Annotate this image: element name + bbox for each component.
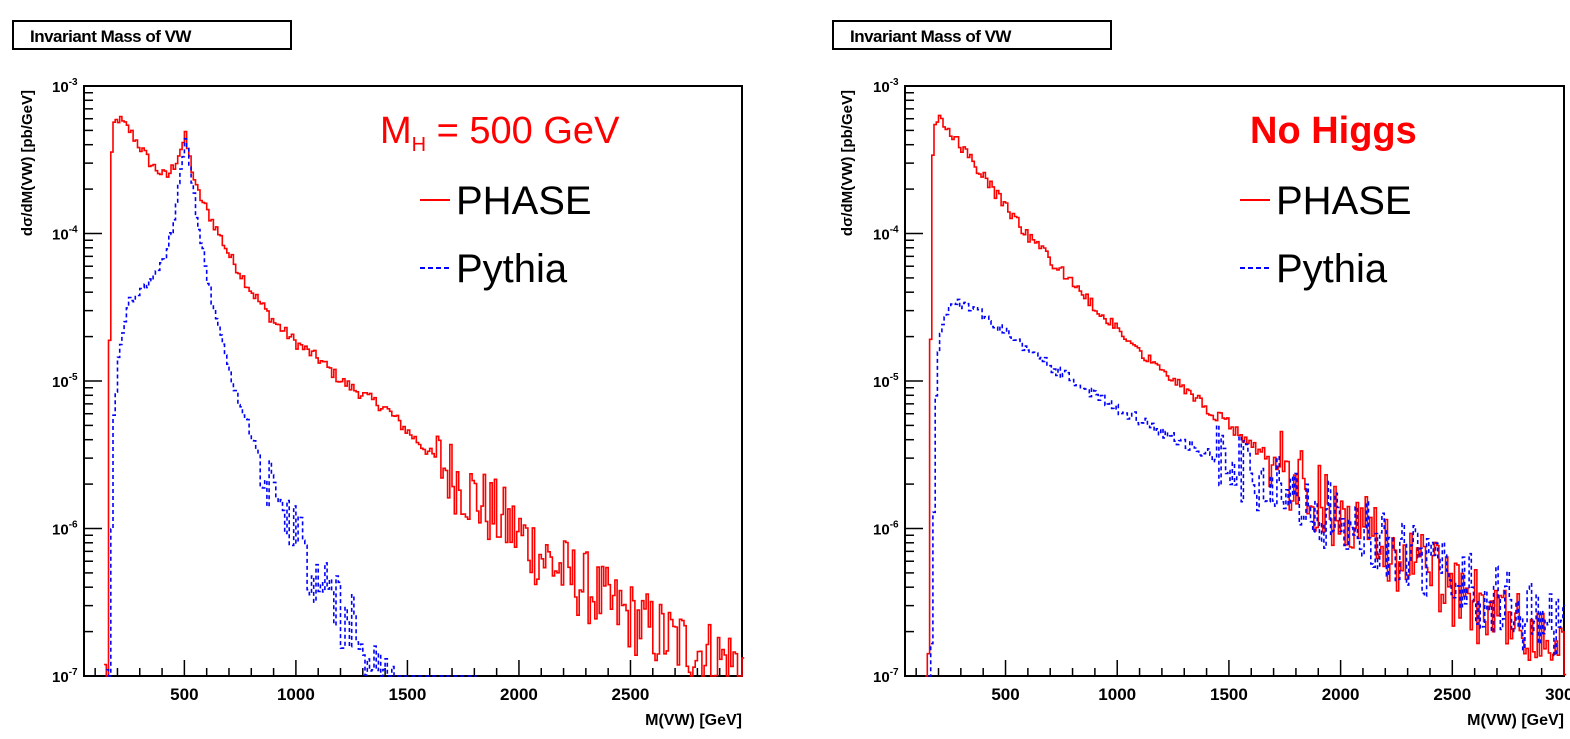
y-tick-exponent: -5 [69, 372, 78, 383]
y-tick-label: 10-3 [873, 77, 899, 96]
x-tick-label: 2500 [1433, 685, 1471, 704]
series-pythia-line [928, 298, 1566, 677]
chart-title: Invariant Mass of VW [832, 20, 1112, 50]
chart-svg-left: 500 1000 1500 2000 2500 10-7 10-6 10-5 10-4 10-3 M… [19, 77, 745, 729]
series-phase-line [104, 115, 745, 677]
higgs-annotation-subscript: H [412, 134, 426, 156]
legend-label-pythia: Pythia [1276, 247, 1388, 291]
x-tick-label: 3000 [1545, 685, 1570, 704]
y-tick-label: 10-4 [873, 225, 899, 244]
y-tick-exponent: -7 [69, 667, 78, 678]
x-tick-label: 1500 [389, 685, 427, 704]
x-axis-label: M(VW) [GeV] [1467, 712, 1564, 729]
x-tick-label: 2000 [1322, 685, 1360, 704]
y-tick-exponent: -3 [890, 77, 899, 88]
y-tick-exponent: -6 [69, 520, 78, 531]
y-tick-exponent: -4 [69, 225, 78, 236]
y-tick-label: 10-5 [52, 372, 78, 391]
x-tick-label: 2500 [612, 685, 650, 704]
y-tick-label: 10-5 [873, 372, 899, 391]
higgs-annotation-rest: = 500 GeV [426, 110, 620, 152]
x-tick-label: 500 [991, 685, 1019, 704]
y-tick-label: 10-6 [873, 520, 899, 539]
y-tick-exponent: -5 [890, 372, 899, 383]
right-panel: Invariant Mass of VW 500 1000 1500 2000 2500… [785, 0, 1570, 739]
x-tick-label: 1000 [277, 685, 315, 704]
y-axis-label: dσ/dM(VW) [pb/GeV] [839, 90, 856, 236]
legend-label-pythia: Pythia [456, 247, 568, 291]
y-tick-exponent: -6 [890, 520, 899, 531]
x-tick-label: 500 [170, 685, 198, 704]
left-panel: Invariant Mass of VW 500 1000 1500 2000 2500… [12, 20, 745, 729]
higgs-annotation: MH = 500 GeV [380, 110, 620, 156]
x-tick-label: 1000 [1098, 685, 1136, 704]
legend-label-phase: PHASE [456, 179, 592, 223]
higgs-annotation: No Higgs [1250, 110, 1417, 152]
x-tick-label: 2000 [500, 685, 538, 704]
y-tick-exponent: -3 [69, 77, 78, 88]
plot-frame [83, 85, 743, 677]
x-axis-label: M(VW) [GeV] [645, 712, 742, 729]
chart-title: Invariant Mass of VW [12, 20, 292, 50]
y-tick-label: 10-3 [52, 77, 78, 96]
y-axis-label: dσ/dM(VW) [pb/GeV] [19, 90, 36, 236]
y-tick-label: 10-7 [873, 667, 899, 686]
series-phase-line [925, 114, 1567, 677]
y-tick-label: 10-7 [52, 667, 78, 686]
series-pythia-line [106, 138, 477, 677]
x-tick-label: 1500 [1210, 685, 1248, 704]
y-tick-exponent: -4 [890, 225, 899, 236]
y-tick-label: 10-6 [52, 520, 78, 539]
y-tick-exponent: -7 [890, 667, 899, 678]
chart-svg-right: 500 1000 1500 2000 2500 3000 10-7 10-6 10-5 10-4 1… [839, 77, 1570, 729]
y-tick-label: 10-4 [52, 225, 78, 244]
legend-label-phase: PHASE [1276, 179, 1412, 223]
